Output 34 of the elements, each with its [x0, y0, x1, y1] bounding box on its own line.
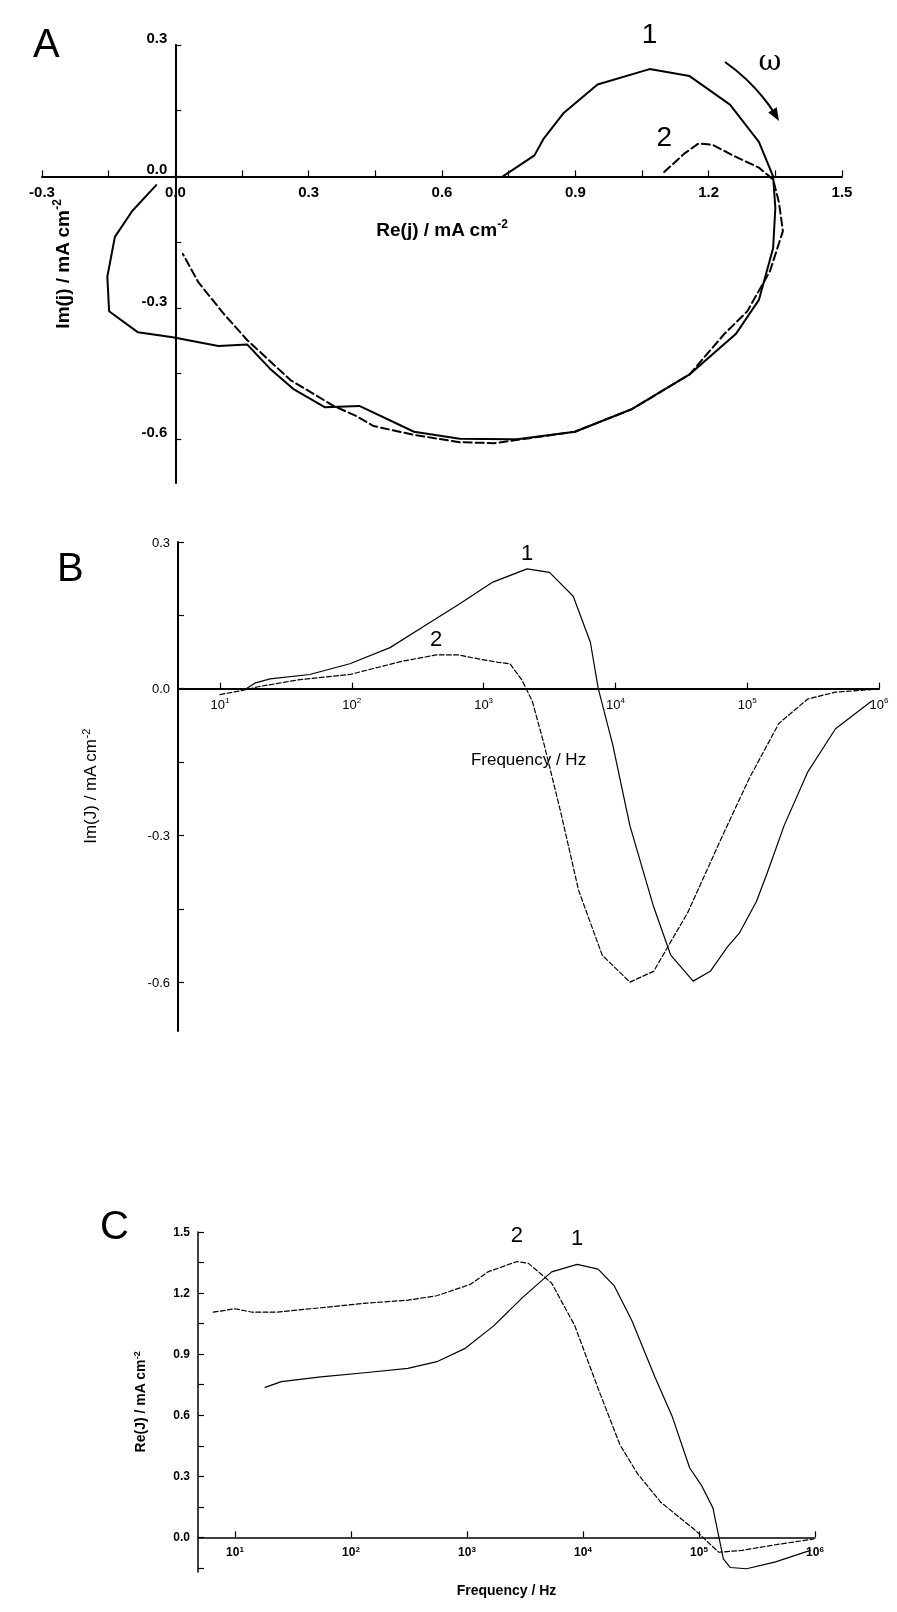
y-tick-label: -0.6	[141, 423, 168, 441]
y-axis-title: Im(J) / mA cm-2	[79, 728, 100, 844]
y-tick-label: 0.9	[173, 1347, 191, 1362]
x-tick-label: 0.3	[298, 183, 320, 201]
annotation: ω	[758, 43, 782, 77]
x-tick-label: 0.6	[431, 183, 453, 201]
y-axis-title: Re(J) / mA cm-2	[131, 1351, 148, 1453]
x-tick-label: 1.5	[831, 183, 853, 201]
y-tick-label: 0.3	[151, 534, 170, 550]
y-tick-label: 0.3	[146, 29, 168, 46]
chart-title: C	[100, 1203, 129, 1247]
series-label: 1	[641, 17, 658, 49]
y-tick-label: -0.6	[147, 974, 170, 990]
series-label: 1	[520, 540, 534, 566]
y-tick-label: 1.5	[173, 1225, 191, 1239]
y-tick-label: 0.0	[151, 681, 170, 697]
x-axis-title: Frequency / Hz	[470, 749, 587, 769]
y-tick-label: -0.3	[141, 291, 168, 309]
y-tick-label: 0.0	[173, 1530, 191, 1545]
x-tick-label: 1.2	[698, 183, 720, 201]
x-axis-title: Frequency / Hz	[456, 1582, 557, 1599]
y-tick-label: 0.6	[173, 1408, 191, 1423]
y-tick-label: 0.3	[173, 1469, 191, 1484]
series-label: 2	[430, 626, 443, 652]
y-tick-label: -0.3	[147, 827, 170, 843]
x-tick-label: 0.9	[564, 183, 586, 201]
y-axis-title: Im(j) / mA cm-2	[50, 198, 73, 329]
y-tick-label: 0.0	[146, 160, 168, 178]
series-label: 2	[656, 120, 673, 152]
chart-title: B	[57, 545, 84, 589]
chart-title: A	[33, 21, 60, 65]
series-label: 1	[571, 1224, 584, 1250]
y-tick-label: 1.2	[173, 1286, 191, 1301]
series-label: 2	[510, 1222, 523, 1248]
